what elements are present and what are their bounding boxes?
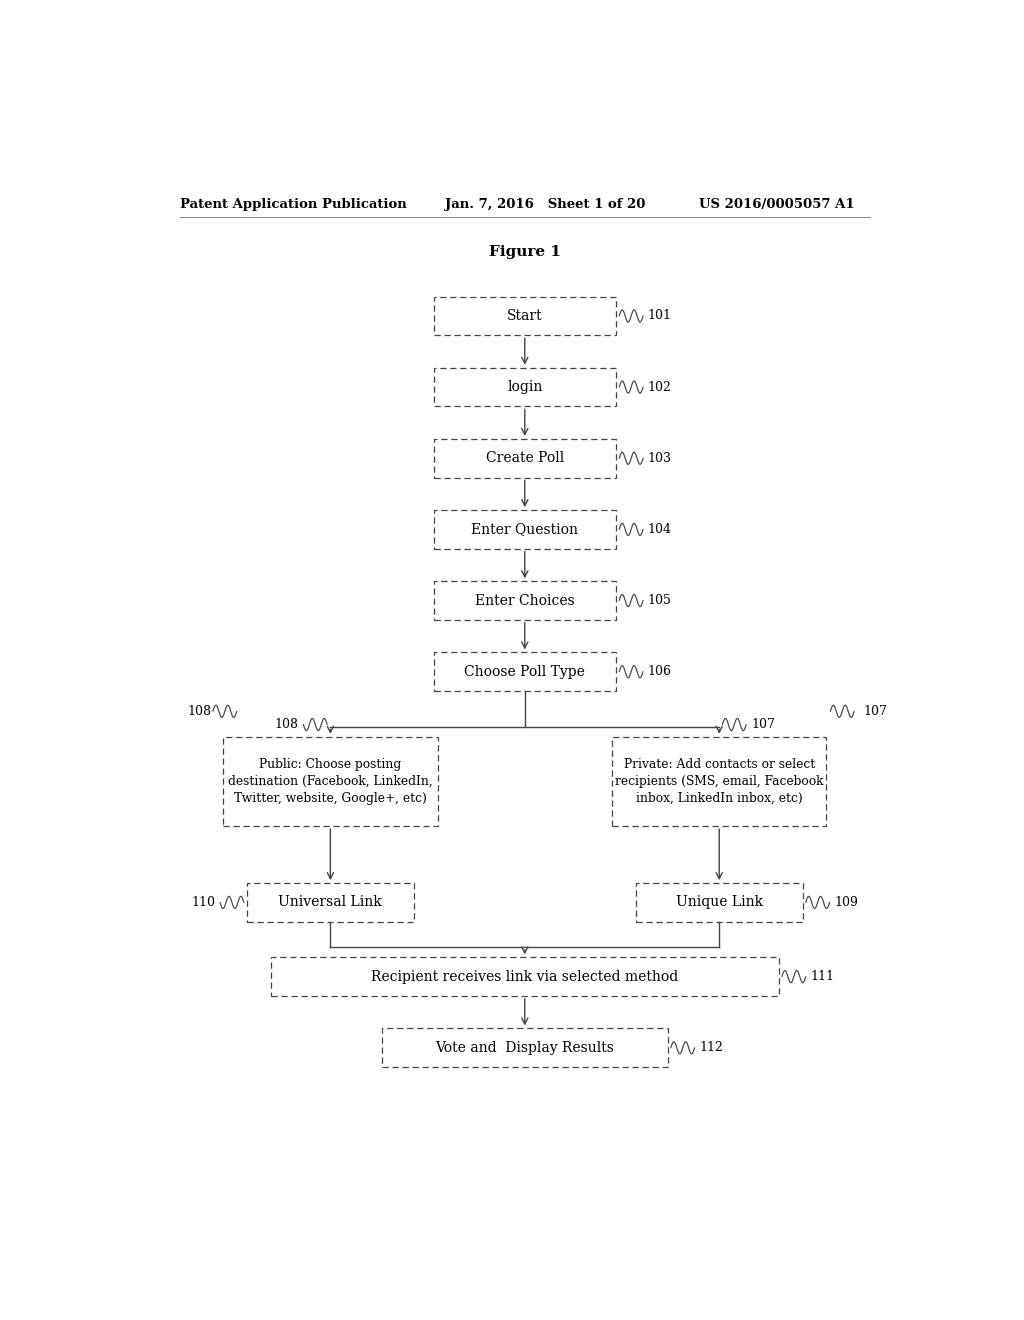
- Text: Patent Application Publication: Patent Application Publication: [179, 198, 407, 211]
- Text: 112: 112: [699, 1041, 723, 1055]
- Text: Vote and  Display Results: Vote and Display Results: [435, 1040, 614, 1055]
- Text: Choose Poll Type: Choose Poll Type: [464, 665, 586, 678]
- Text: 109: 109: [835, 896, 858, 909]
- FancyBboxPatch shape: [612, 737, 826, 826]
- Text: 101: 101: [648, 309, 672, 322]
- FancyBboxPatch shape: [247, 883, 414, 921]
- FancyBboxPatch shape: [433, 510, 616, 549]
- FancyBboxPatch shape: [270, 957, 779, 995]
- Text: Enter Choices: Enter Choices: [475, 594, 574, 607]
- Text: 102: 102: [648, 380, 672, 393]
- Text: Start: Start: [507, 309, 543, 323]
- Text: 108: 108: [187, 705, 211, 718]
- Text: Unique Link: Unique Link: [676, 895, 763, 909]
- Text: 107: 107: [751, 718, 775, 731]
- Text: Jan. 7, 2016   Sheet 1 of 20: Jan. 7, 2016 Sheet 1 of 20: [445, 198, 646, 211]
- Text: 104: 104: [648, 523, 672, 536]
- Text: Create Poll: Create Poll: [485, 451, 564, 465]
- Text: Private: Add contacts or select
recipients (SMS, email, Facebook
inbox, LinkedIn: Private: Add contacts or select recipien…: [615, 758, 823, 805]
- Text: 107: 107: [863, 705, 888, 718]
- Text: 106: 106: [648, 665, 672, 678]
- Text: 105: 105: [648, 594, 672, 607]
- Text: US 2016/0005057 A1: US 2016/0005057 A1: [699, 198, 855, 211]
- Text: Enter Question: Enter Question: [471, 523, 579, 536]
- Text: 103: 103: [648, 451, 672, 465]
- Text: 110: 110: [191, 896, 215, 909]
- FancyBboxPatch shape: [223, 737, 437, 826]
- Text: Figure 1: Figure 1: [488, 246, 561, 259]
- Text: 108: 108: [274, 718, 299, 731]
- FancyBboxPatch shape: [382, 1028, 668, 1067]
- Text: Universal Link: Universal Link: [279, 895, 382, 909]
- FancyBboxPatch shape: [433, 652, 616, 690]
- FancyBboxPatch shape: [433, 440, 616, 478]
- FancyBboxPatch shape: [433, 297, 616, 335]
- Text: Recipient receives link via selected method: Recipient receives link via selected met…: [371, 970, 679, 983]
- Text: login: login: [507, 380, 543, 395]
- Text: 111: 111: [811, 970, 835, 983]
- FancyBboxPatch shape: [433, 581, 616, 620]
- FancyBboxPatch shape: [636, 883, 803, 921]
- FancyBboxPatch shape: [433, 368, 616, 407]
- Text: Public: Choose posting
destination (Facebook, LinkedIn,
Twitter, website, Google: Public: Choose posting destination (Face…: [228, 758, 433, 805]
